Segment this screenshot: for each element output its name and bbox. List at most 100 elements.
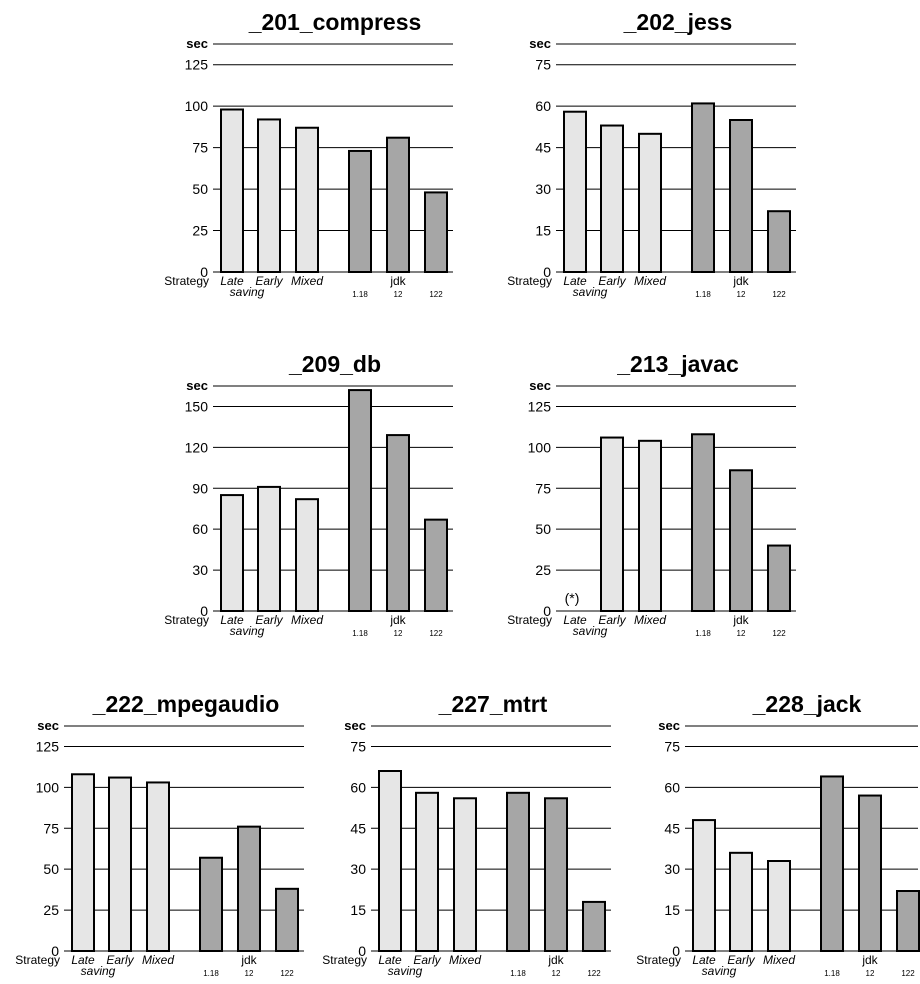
- y-tick-label: 100: [528, 439, 552, 455]
- y-tick-label: 60: [664, 779, 680, 795]
- x-label-jdk: jdk: [732, 274, 749, 288]
- x-label-jdk-122: 122: [772, 629, 786, 638]
- bar: [506, 791, 530, 952]
- y-tick-label: 0: [543, 264, 551, 280]
- x-label-late: Late: [378, 953, 402, 967]
- x-label-late: Late: [563, 274, 587, 288]
- y-tick-label: 15: [664, 902, 680, 918]
- x-label-jdk-12: 12: [552, 969, 561, 978]
- y-unit-label: sec: [186, 36, 208, 51]
- y-unit-label: sec: [186, 378, 208, 393]
- y-unit-label: sec: [658, 718, 680, 733]
- x-label-saving: saving: [81, 964, 116, 978]
- bar: [692, 819, 716, 952]
- bar: [729, 469, 753, 613]
- y-tick-label: 30: [350, 861, 366, 877]
- chart-title: _228_jack: [752, 691, 862, 717]
- y-tick-label: 0: [358, 943, 366, 959]
- bar: [582, 900, 606, 953]
- y-tick-label: 100: [36, 779, 60, 795]
- y-tick-label: 25: [43, 902, 59, 918]
- bar: [767, 860, 791, 952]
- y-tick-label: 0: [200, 603, 208, 619]
- x-label-jdk-12: 12: [737, 290, 746, 299]
- y-tick-label: 125: [36, 738, 60, 754]
- x-label-jdk: jdk: [389, 613, 406, 627]
- bar: [275, 887, 299, 952]
- bar: [729, 851, 753, 952]
- y-tick-label: 60: [350, 779, 366, 795]
- bar: [386, 136, 410, 273]
- bar: [257, 485, 281, 612]
- x-label-early: Early: [413, 953, 441, 967]
- x-label-jdk-12: 12: [245, 969, 254, 978]
- bar: [544, 797, 568, 952]
- bar: [691, 433, 715, 613]
- bar: [896, 890, 920, 952]
- x-label-jdk-12: 12: [866, 969, 875, 978]
- x-label-jdk-122: 122: [901, 969, 915, 978]
- bar: [146, 781, 170, 952]
- x-label-mixed: Mixed: [634, 274, 666, 288]
- y-tick-label: 0: [200, 264, 208, 280]
- bar: [386, 434, 410, 612]
- bar: [820, 775, 844, 952]
- bar: [767, 544, 791, 613]
- x-label-jdk-118: 1.18: [695, 290, 711, 299]
- x-label-jdk-118: 1.18: [352, 629, 368, 638]
- y-tick-label: 0: [51, 943, 59, 959]
- bar: [237, 825, 261, 952]
- x-label-late: Late: [220, 613, 244, 627]
- bar: [424, 191, 448, 273]
- y-tick-label: 50: [535, 521, 551, 537]
- x-label-early: Early: [598, 613, 626, 627]
- y-tick-label: 0: [672, 943, 680, 959]
- y-tick-label: 75: [192, 140, 208, 156]
- x-label-saving: saving: [573, 624, 608, 638]
- bar: [563, 110, 587, 273]
- strategy-label: Strategy: [636, 953, 681, 967]
- y-tick-label: 75: [350, 738, 366, 754]
- bar: [348, 149, 372, 273]
- chart-title: _227_mtrt: [438, 691, 548, 717]
- x-label-mixed: Mixed: [142, 953, 174, 967]
- bar: [691, 102, 715, 273]
- x-label-late: Late: [71, 953, 95, 967]
- y-tick-label: 100: [185, 98, 209, 114]
- strategy-label: Strategy: [164, 613, 209, 627]
- bar: [220, 494, 244, 612]
- y-tick-label: 60: [192, 521, 208, 537]
- y-tick-label: 50: [192, 181, 208, 197]
- chart-title: _209_db: [288, 351, 381, 377]
- x-label-jdk-12: 12: [737, 629, 746, 638]
- bar: [858, 794, 882, 953]
- y-tick-label: 25: [535, 562, 551, 578]
- strategy-label: Strategy: [164, 274, 209, 288]
- bar: [600, 124, 624, 274]
- y-tick-label: 75: [535, 57, 551, 73]
- x-label-jdk-122: 122: [587, 969, 601, 978]
- y-tick-label: 90: [192, 480, 208, 496]
- y-tick-label: 75: [664, 738, 680, 754]
- bar: [729, 119, 753, 273]
- bar: [638, 439, 662, 612]
- bar: [453, 797, 477, 952]
- y-tick-label: 15: [350, 902, 366, 918]
- y-tick-label: 15: [535, 223, 551, 239]
- y-tick-label: 30: [664, 861, 680, 877]
- x-label-early: Early: [727, 953, 755, 967]
- x-label-late: Late: [692, 953, 716, 967]
- x-label-jdk: jdk: [547, 953, 564, 967]
- x-label-jdk: jdk: [389, 274, 406, 288]
- x-label-jdk-118: 1.18: [203, 969, 219, 978]
- x-label-mixed: Mixed: [291, 613, 323, 627]
- y-unit-label: sec: [529, 36, 551, 51]
- x-label-saving: saving: [230, 624, 265, 638]
- y-tick-label: 125: [528, 398, 552, 414]
- x-label-jdk-118: 1.18: [824, 969, 840, 978]
- bar: [415, 791, 439, 952]
- y-tick-label: 75: [43, 820, 59, 836]
- bar: [71, 773, 95, 952]
- x-label-jdk-12: 12: [394, 290, 403, 299]
